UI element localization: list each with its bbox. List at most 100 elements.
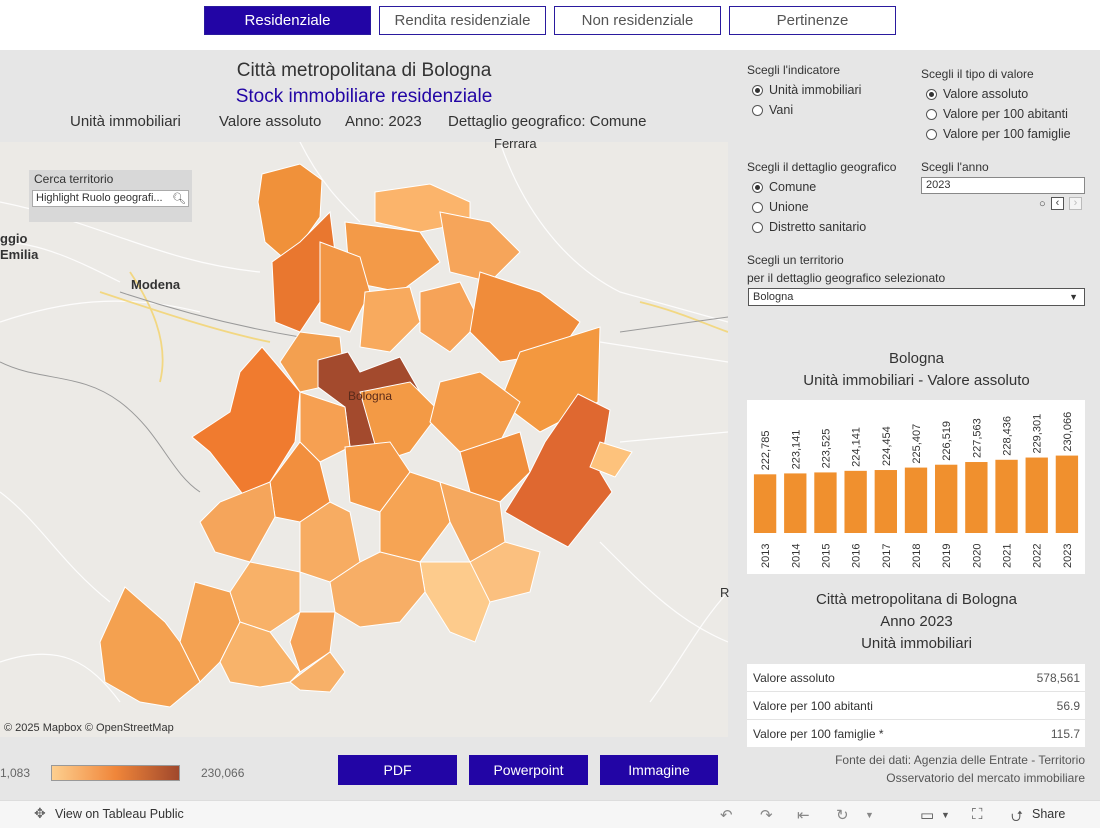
tab-rendita-residenziale[interactable]: Rendita residenziale <box>379 6 546 35</box>
view-on-tableau-link[interactable]: View on Tableau Public <box>55 807 184 821</box>
bar-chart[interactable]: 222,785 2013 223,141 2014 223,525 2015 224,141… <box>747 400 1085 574</box>
bar-value-label: 225,407 <box>911 424 923 464</box>
bar-chart-canvas: 222,785 2013 223,141 2014 223,525 2015 224,141… <box>753 412 1079 568</box>
page-subtitle: Stock immobiliare residenziale <box>235 86 493 107</box>
undo-icon[interactable]: ↶ <box>720 807 733 824</box>
x-tick-label: 2015 <box>820 544 832 568</box>
legend-max-value: 230,066 <box>201 766 245 780</box>
export-powerpoint-button[interactable]: Powerpoint <box>469 755 588 785</box>
x-tick-label: 2013 <box>760 544 772 568</box>
bar-2022[interactable] <box>1025 457 1048 533</box>
indicator-option-unita[interactable]: Unità immobiliari <box>752 83 861 97</box>
x-tick-label: 2021 <box>1002 544 1014 568</box>
x-tick-label: 2014 <box>790 544 802 568</box>
bar-value-label: 230,066 <box>1062 412 1074 452</box>
map-river <box>0 361 201 493</box>
year-next-icon[interactable]: › <box>1069 197 1082 210</box>
year-reset-icon[interactable]: ○ <box>1039 198 1046 210</box>
bar-2015[interactable] <box>814 472 837 533</box>
value-type-option-famiglie[interactable]: Valore per 100 famiglie <box>926 127 1071 141</box>
radio-checked-icon[interactable] <box>926 88 937 100</box>
bar-2013[interactable] <box>753 474 777 533</box>
value-type-option-label: Valore per 100 abitanti <box>943 107 1068 121</box>
indicator-option-label: Vani <box>769 103 794 117</box>
x-tick-label: 2022 <box>1032 544 1044 568</box>
detail-option-label: Distretto sanitario <box>769 220 867 234</box>
bar-2021[interactable] <box>995 459 1018 533</box>
summary-title-1: Città metropolitana di Bologna <box>816 591 1017 608</box>
bar-2014[interactable] <box>784 473 807 533</box>
search-icon[interactable]: 🔍︎ <box>172 193 186 205</box>
indicator-caption: Unità immobiliari <box>70 113 181 130</box>
bar-2018[interactable] <box>904 467 928 533</box>
detail-option-unione[interactable]: Unione <box>752 200 809 214</box>
bar-2020[interactable] <box>965 462 988 533</box>
year-caption: Anno: 2023 <box>345 113 422 130</box>
summary-title-3: Unità immobiliari <box>861 635 972 652</box>
bar-value-label: 229,301 <box>1032 414 1044 454</box>
year-label: Scegli l'anno <box>921 160 989 174</box>
tableau-toolbar: ✥ View on Tableau Public ↶ ↷ ⇤ ↻ ▼ ▭ ▼ ⛶… <box>0 800 1100 828</box>
radio-checked-icon[interactable] <box>752 84 763 96</box>
tab-residenziale[interactable]: Residenziale <box>204 6 371 35</box>
chart-subtitle: Unità immobiliari - Valore assoluto <box>803 372 1030 389</box>
territory-select-value: Bologna <box>753 291 794 303</box>
territory-search-input[interactable]: Highlight Ruolo geografi... 🔍︎ <box>32 190 189 207</box>
fullscreen-icon[interactable]: ⛶ <box>972 806 983 823</box>
value-type-option-abitanti[interactable]: Valore per 100 abitanti <box>926 107 1068 121</box>
territory-search-placeholder: Highlight Ruolo geografi... <box>36 192 163 204</box>
export-pdf-button[interactable]: PDF <box>338 755 457 785</box>
value-type-option-assoluto[interactable]: Valore assoluto <box>926 87 1028 101</box>
year-prev-icon[interactable]: ‹ <box>1051 197 1064 210</box>
tableau-logo-icon: ✥ <box>34 805 46 821</box>
radio-unchecked-icon[interactable] <box>926 108 937 120</box>
bar-2016[interactable] <box>844 470 867 533</box>
territory-select[interactable]: Bologna ▼ <box>748 288 1085 306</box>
device-menu-chevron-icon[interactable]: ▼ <box>941 810 950 820</box>
year-field[interactable]: 2023 <box>921 177 1085 194</box>
table-row: Valore assoluto 578,561 <box>747 664 1085 692</box>
detail-option-comune[interactable]: Comune <box>752 180 816 194</box>
row-label: Valore per 100 abitanti <box>753 699 873 713</box>
share-button[interactable]: Share <box>1032 807 1066 821</box>
bar-value-label: 222,785 <box>760 431 772 471</box>
detail-option-distretto[interactable]: Distretto sanitario <box>752 220 866 234</box>
radio-unchecked-icon[interactable] <box>752 221 763 233</box>
page-title: Città metropolitana di Bologna <box>236 60 492 81</box>
x-tick-label: 2016 <box>851 544 863 568</box>
detail-option-label: Unione <box>769 200 809 214</box>
bar-2023[interactable] <box>1055 455 1079 533</box>
source-line-1: Fonte dei dati: Agenzia delle Entrate - … <box>835 753 1085 767</box>
place-label-modena: Modena <box>131 277 181 292</box>
radio-unchecked-icon[interactable] <box>926 128 937 140</box>
redo-icon[interactable]: ↷ <box>760 807 773 824</box>
indicator-option-vani[interactable]: Vani <box>752 103 793 117</box>
refresh-menu-chevron-icon[interactable]: ▼ <box>865 810 874 820</box>
map-canvas <box>0 142 728 708</box>
device-preview-icon[interactable]: ▭ <box>920 807 935 824</box>
tab-pertinenze[interactable]: Pertinenze <box>729 6 896 35</box>
choropleth-map[interactable] <box>0 142 728 737</box>
tab-non-residenziale[interactable]: Non residenziale <box>554 6 721 35</box>
bar-2017[interactable] <box>874 470 897 533</box>
radio-checked-icon[interactable] <box>752 181 763 193</box>
refresh-icon[interactable]: ↻ <box>836 807 849 824</box>
municipalities <box>99 163 633 708</box>
value-type-caption: Valore assoluto <box>219 113 322 130</box>
detail-option-label: Comune <box>769 180 817 194</box>
value-type-option-label: Valore per 100 famiglie <box>943 127 1071 141</box>
bar-value-label: 223,525 <box>820 429 832 469</box>
row-label: Valore assoluto <box>753 671 835 685</box>
row-value: 578,561 <box>1036 671 1080 685</box>
x-tick-label: 2018 <box>911 544 923 568</box>
radio-unchecked-icon[interactable] <box>752 201 763 213</box>
chevron-down-icon[interactable]: ▼ <box>1069 292 1078 302</box>
radio-unchecked-icon[interactable] <box>752 104 763 116</box>
share-icon[interactable]: ⮍ <box>1011 808 1024 825</box>
row-value: 56.9 <box>1056 699 1080 713</box>
place-label-edge: R <box>720 585 730 600</box>
revert-icon[interactable]: ⇤ <box>797 807 810 824</box>
bar-2019[interactable] <box>935 464 958 533</box>
export-image-button[interactable]: Immagine <box>600 755 718 785</box>
map-credit[interactable]: © 2025 Mapbox © OpenStreetMap <box>4 722 174 734</box>
